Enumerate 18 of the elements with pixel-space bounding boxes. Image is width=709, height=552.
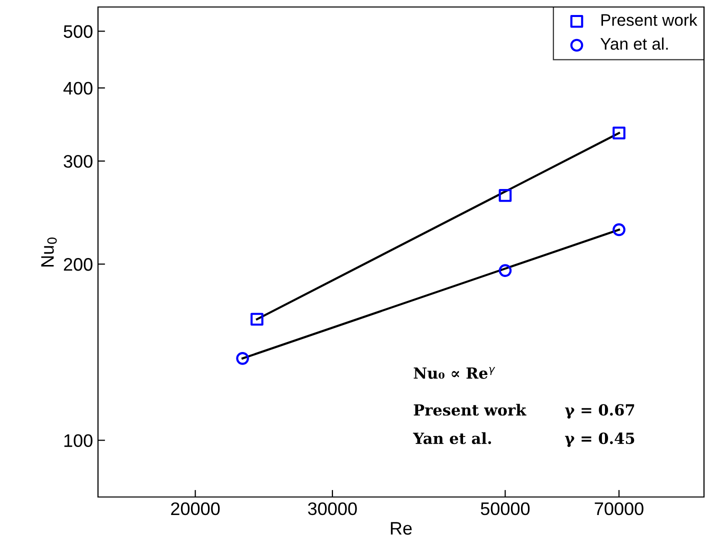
x-tick-label: 30000 (308, 502, 357, 516)
y-tick-label: 400 (63, 82, 92, 95)
x-tick-label: 70000 (594, 502, 644, 516)
y-axis-title: Nu$_{0}$ (41, 238, 57, 266)
y-tick-label: 300 (64, 154, 92, 168)
annotation: Nu₀ ∝ Re$^{γ}$ (414, 366, 496, 379)
annotation: γ = 0.67 (564, 404, 634, 419)
annotation: Yan et al. (412, 432, 492, 444)
annotation: Present work (414, 404, 526, 416)
y-tick-label: 200 (64, 258, 92, 271)
legend-label: Yan et al. (600, 38, 668, 50)
y-tick-label: 500 (64, 25, 92, 38)
x-tick-label: 20000 (171, 502, 220, 516)
annotation: γ = 0.45 (564, 432, 634, 448)
x-axis-title: Re (390, 522, 412, 535)
legend-label: Present work (601, 14, 698, 26)
y-tick-label: 100 (64, 434, 92, 448)
x-tick-label: 50000 (480, 502, 530, 516)
